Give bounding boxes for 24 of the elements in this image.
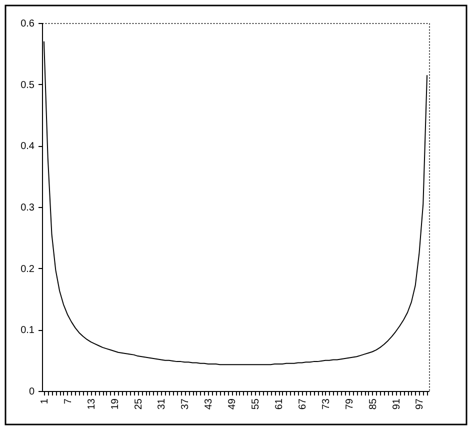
y-tick-label: 0.3 (20, 202, 35, 214)
x-tick-label: 31 (156, 398, 168, 410)
x-tick-label: 37 (180, 398, 192, 410)
x-tick-label: 61 (274, 398, 285, 410)
x-tick-label: 13 (86, 398, 98, 410)
x-tick-label: 97 (414, 398, 426, 410)
x-tick-label: 25 (133, 398, 144, 410)
y-tick-label: 0.5 (20, 80, 35, 91)
x-tick-label: 85 (368, 398, 379, 410)
x-tick-label: 43 (204, 398, 215, 410)
y-tick-label: 0.6 (20, 18, 35, 30)
x-tick-label: 73 (320, 398, 332, 410)
y-tick-label: 0.4 (20, 141, 35, 152)
x-tick-label: 19 (110, 398, 121, 410)
y-tick-label: 0.1 (20, 325, 35, 336)
x-tick-label: 55 (250, 398, 262, 410)
x-tick-label: 67 (297, 398, 308, 410)
x-tick-label: 7 (62, 398, 74, 404)
x-tick-label: 79 (344, 398, 356, 410)
x-tick-label: 91 (391, 398, 402, 410)
x-tick-label: 49 (227, 398, 238, 410)
y-tick-label: 0.2 (20, 264, 35, 275)
y-tick-label: 0 (28, 386, 35, 398)
x-tick-label: 1 (39, 398, 50, 404)
